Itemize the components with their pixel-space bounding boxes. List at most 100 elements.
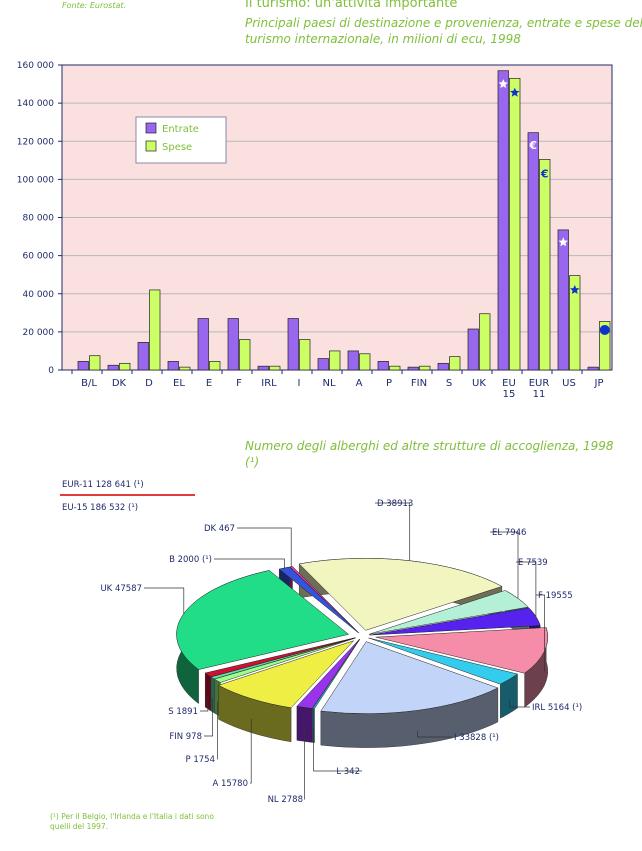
leader-line (536, 594, 545, 672)
bar-spese (479, 313, 491, 371)
eur11-entrate-euro-icon: € (528, 139, 537, 152)
y-tick-label: 60 000 (23, 252, 55, 262)
leader-line (204, 698, 213, 737)
pie-slice-d (298, 558, 503, 631)
eu15-total-note: EU-15 186 532 (¹) (62, 503, 139, 513)
y-tick-label: 120 000 (17, 137, 54, 147)
bar-entrate (557, 229, 569, 371)
bar-spese (179, 366, 191, 371)
pie-label-b: B 2000 (¹) (169, 555, 212, 565)
pie-label-irl: IRL 5164 (¹) (532, 703, 582, 713)
pie-slice-i (320, 641, 499, 714)
x-tick-label: 11 (533, 389, 546, 400)
pie-label-e: E 7539 (518, 558, 548, 568)
bar-spese (389, 365, 401, 371)
x-tick-label: F (236, 378, 242, 389)
y-tick-label: 80 000 (23, 214, 55, 224)
pie-chart: B 2000 (¹) DK 467 D 38913 EL 7946 E 7539 F 19… (100, 499, 582, 805)
bar-spese (209, 361, 221, 371)
leader-line (200, 695, 209, 712)
pie-chart-title: Numero degli alberghi ed altre strutture… (245, 439, 614, 469)
x-tick-label: US (562, 378, 576, 389)
x-tick-label: DK (112, 378, 127, 389)
leader-line (417, 730, 452, 738)
pie-label-d: D 38913 (377, 499, 413, 509)
bar-chart-title: Il turismo: un'attività importante (245, 0, 458, 11)
bar-entrate (377, 361, 389, 371)
bar-entrate (107, 364, 119, 371)
x-tick-label: D (145, 378, 153, 389)
pie-label-dk: DK 467 (204, 524, 235, 534)
x-tick-label: B/L (81, 378, 97, 389)
bar-entrate (497, 70, 509, 371)
bar-entrate (407, 366, 419, 371)
y-tick-label: 40 000 (23, 290, 55, 300)
jp-spese-yen-icon (599, 324, 610, 335)
pie-slice-uk (176, 570, 350, 670)
bar-entrate (77, 361, 89, 371)
pie-label-uk: UK 47587 (100, 584, 142, 594)
pie-slice-el (368, 590, 529, 635)
pie-label-s: S 1891 (168, 707, 198, 717)
pie-label-f: F 19555 (538, 591, 573, 601)
bar-spese (449, 356, 461, 371)
eur11-spese-euro-icon: € (540, 168, 549, 181)
x-tick-label: EUR (529, 378, 550, 389)
legend-swatch-entrate (145, 122, 157, 134)
eu15-spese-star-icon (510, 87, 520, 97)
leader-line (250, 719, 252, 784)
pie-label-fin: FIN 978 (169, 732, 202, 742)
leader-line (375, 502, 411, 561)
pie-slice-e (369, 607, 541, 636)
bar-chart: 0 20 000 40 000 60 000 80 000 100 000 120 000 1… (17, 61, 613, 400)
leader-line (516, 561, 537, 617)
bar-entrate (437, 362, 449, 371)
leader-line (490, 531, 519, 599)
pie-slice-irl (368, 637, 519, 685)
bar-spese (149, 289, 161, 371)
bar-spese (569, 275, 581, 371)
x-tick-label: NL (322, 378, 335, 389)
legend: Entrate Spese (135, 116, 227, 164)
pie-slice-l (312, 639, 361, 709)
pie-label-l: L 342 (336, 767, 360, 777)
us-entrate-star-icon (558, 237, 568, 247)
bar-spese (539, 159, 551, 371)
pie-label-el: EL 7946 (492, 528, 526, 538)
x-tick-label: S (446, 378, 452, 389)
y-tick-label: 20 000 (23, 328, 55, 338)
x-tick-label: FIN (411, 378, 427, 389)
x-tick-label: 15 (503, 389, 516, 400)
bar-spese (269, 365, 281, 371)
y-tick-label: 0 (48, 366, 54, 376)
x-tick-label: EL (173, 378, 185, 389)
bar-entrate (257, 365, 269, 371)
x-tick-label: JP (594, 378, 604, 389)
separator-rule (60, 494, 195, 496)
pie-slice-a (217, 640, 354, 709)
bar-spese (299, 339, 311, 371)
pie-slice-nl (296, 639, 360, 709)
bar-entrate (587, 366, 599, 371)
legend-label-entrate: Entrate (162, 124, 199, 135)
leader-line (214, 558, 285, 568)
pie-label-p: P 1754 (186, 755, 215, 765)
leader-line (237, 527, 292, 567)
leader-line (144, 587, 185, 614)
x-tick-label: E (206, 378, 212, 389)
bar-entrate (227, 318, 239, 371)
bar-spese (329, 350, 341, 371)
bar-entrate (167, 361, 179, 371)
bar-chart-subtitle: Principali paesi di destinazione e prove… (245, 16, 642, 46)
us-spese-star-icon (570, 284, 580, 294)
bar-entrate (347, 350, 359, 371)
leader-line (304, 727, 305, 800)
x-tick-label: UK (472, 378, 486, 389)
y-tick-label: 100 000 (17, 175, 54, 185)
bar-spese (599, 321, 611, 371)
bar-spese (359, 353, 371, 371)
x-tick-label: IRL (261, 378, 277, 389)
pie-label-i: I 33828 (¹) (454, 733, 499, 743)
footnote: (¹) Per il Belgio, l'Irlanda e l'Italia … (50, 812, 214, 831)
legend-label-spese: Spese (162, 142, 192, 153)
